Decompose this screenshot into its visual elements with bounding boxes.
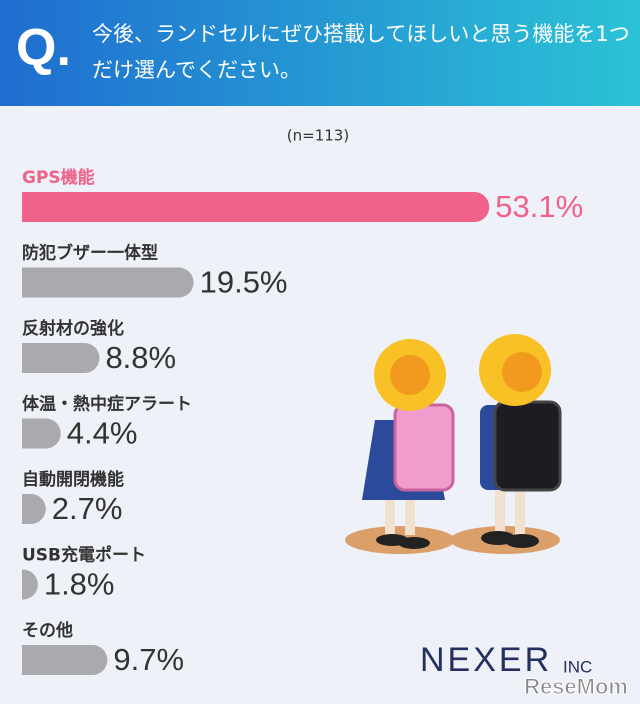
q-mark: Q. bbox=[16, 19, 71, 77]
watermark: ReseMom bbox=[524, 674, 628, 699]
category-label: GPS機能 bbox=[22, 167, 95, 188]
value-label: 8.8% bbox=[105, 340, 176, 375]
value-label: 19.5% bbox=[200, 265, 288, 300]
category-label: USB充電ポート bbox=[22, 545, 146, 566]
bar bbox=[22, 192, 490, 222]
logo-suffix: INC bbox=[563, 657, 592, 676]
value-label: 1.8% bbox=[44, 567, 115, 602]
question-title: 今後、ランドセルにぜひ搭載してほしいと思う機能を1つだけ選んでください。 bbox=[92, 22, 630, 82]
logo: NEXER bbox=[420, 641, 552, 679]
subtitle: (n=113) bbox=[287, 127, 349, 145]
bar bbox=[22, 494, 46, 524]
bar bbox=[22, 645, 108, 675]
bar bbox=[22, 343, 100, 373]
category-label: その他 bbox=[22, 620, 73, 641]
bar bbox=[22, 267, 194, 298]
bar bbox=[22, 569, 38, 600]
illustration bbox=[345, 334, 562, 554]
value-label: 53.1% bbox=[495, 189, 583, 224]
bar bbox=[22, 418, 61, 449]
category-label: 反射材の強化 bbox=[22, 318, 124, 339]
value-label: 9.7% bbox=[113, 642, 184, 677]
value-label: 4.4% bbox=[67, 416, 138, 451]
value-label: 2.7% bbox=[52, 491, 123, 526]
category-label: 体温・熱中症アラート bbox=[22, 394, 192, 415]
category-label: 防犯ブザー一体型 bbox=[22, 243, 158, 264]
category-label: 自動開閉機能 bbox=[22, 469, 124, 490]
header: Q. 今後、ランドセルにぜひ搭載してほしいと思う機能を1つだけ選んでください。 bbox=[0, 0, 640, 106]
